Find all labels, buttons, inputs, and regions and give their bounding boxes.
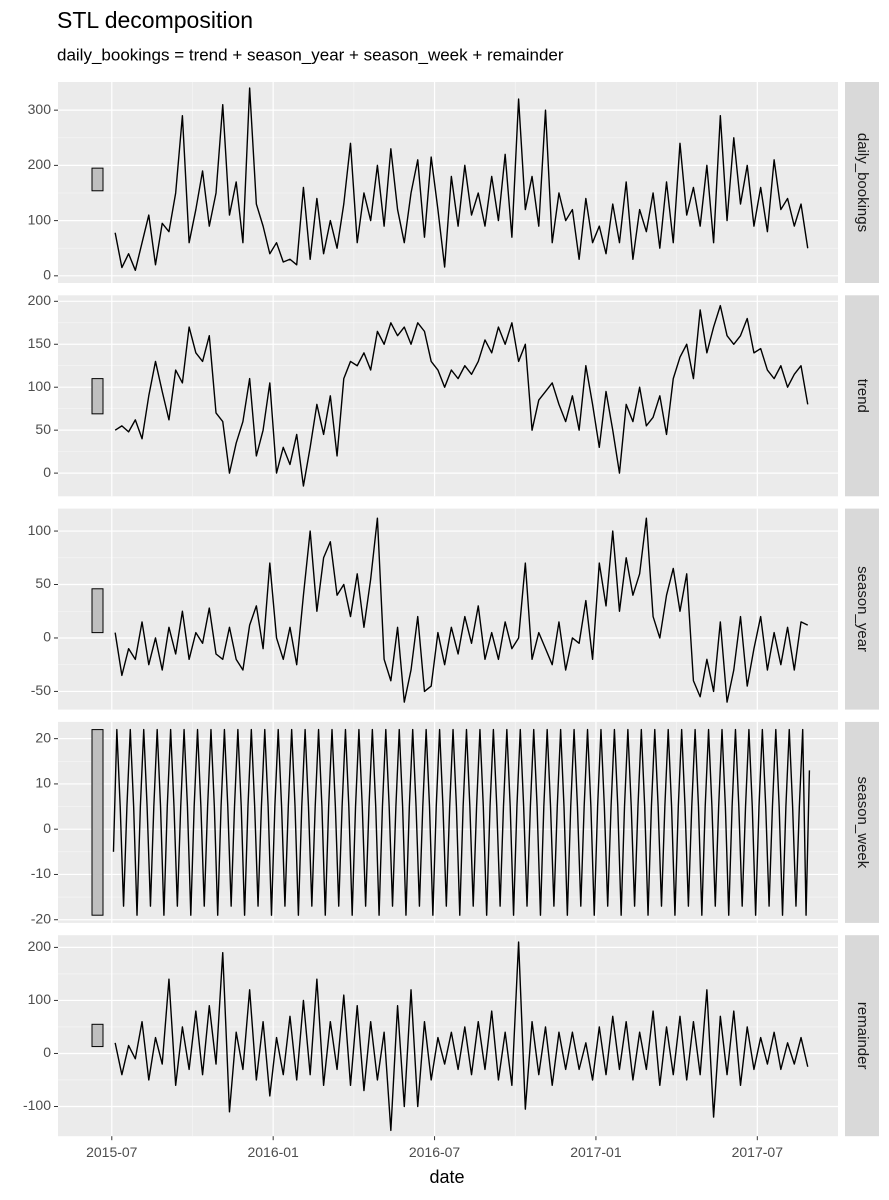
- y-tick-label: 0: [43, 1044, 51, 1060]
- y-tick-label: 100: [28, 378, 52, 394]
- y-tick-label: 0: [43, 820, 51, 836]
- y-tick-label: 0: [43, 629, 51, 645]
- series-line: [112, 728, 811, 916]
- y-tick-label: 200: [28, 938, 52, 954]
- y-tick-label: 50: [35, 421, 51, 437]
- x-tick-label: 2016-01: [247, 1144, 299, 1160]
- panel-background: [58, 935, 838, 1137]
- series-line: [114, 87, 809, 271]
- range-bar: [91, 1023, 104, 1048]
- y-tick-label: 150: [28, 335, 52, 351]
- y-tick-label: 0: [43, 267, 51, 283]
- strip-background: [845, 721, 879, 923]
- y-tick-label: -50: [31, 682, 51, 698]
- series-line: [114, 304, 809, 487]
- chart-title: STL decomposition: [57, 7, 253, 33]
- range-bar: [91, 729, 104, 916]
- y-tick-label: 10: [35, 775, 51, 791]
- strip-label: season_week: [854, 777, 871, 869]
- series-line: [114, 941, 809, 1132]
- series-line: [114, 517, 809, 703]
- range-bar: [91, 378, 104, 415]
- strip-label: remainder: [854, 1002, 871, 1070]
- x-tick-label: 2017-01: [570, 1144, 622, 1160]
- y-tick-label: 100: [28, 991, 52, 1007]
- y-tick-label: 300: [28, 101, 52, 117]
- chart-subtitle: daily_bookings = trend + season_year + s…: [57, 45, 564, 64]
- y-tick-label: 50: [35, 575, 51, 591]
- y-tick-label: 20: [35, 729, 51, 745]
- panel-background: [58, 295, 838, 497]
- y-tick-label: -100: [23, 1097, 51, 1113]
- strip-background: [845, 295, 879, 497]
- y-tick-label: 200: [28, 156, 52, 172]
- y-tick-label: 200: [28, 292, 52, 308]
- y-tick-label: -10: [31, 865, 51, 881]
- strip-label: trend: [854, 379, 871, 413]
- x-tick-label: 2016-07: [409, 1144, 461, 1160]
- y-tick-label: 100: [28, 211, 52, 227]
- y-tick-label: -20: [31, 910, 51, 926]
- y-tick-label: 100: [28, 522, 52, 538]
- panel-background: [58, 508, 838, 710]
- strip-label: daily_bookings: [854, 133, 871, 232]
- strip-background: [845, 935, 879, 1137]
- strip-background: [845, 508, 879, 710]
- x-tick-label: 2017-07: [732, 1144, 784, 1160]
- range-bar: [91, 588, 104, 634]
- y-tick-label: 0: [43, 464, 51, 480]
- x-tick-label: 2015-07: [86, 1144, 138, 1160]
- strip-background: [845, 82, 879, 283]
- panel-background: [58, 82, 838, 283]
- range-bar: [91, 167, 104, 192]
- strip-label: season_year: [854, 566, 871, 652]
- x-axis-label: date: [429, 1167, 464, 1187]
